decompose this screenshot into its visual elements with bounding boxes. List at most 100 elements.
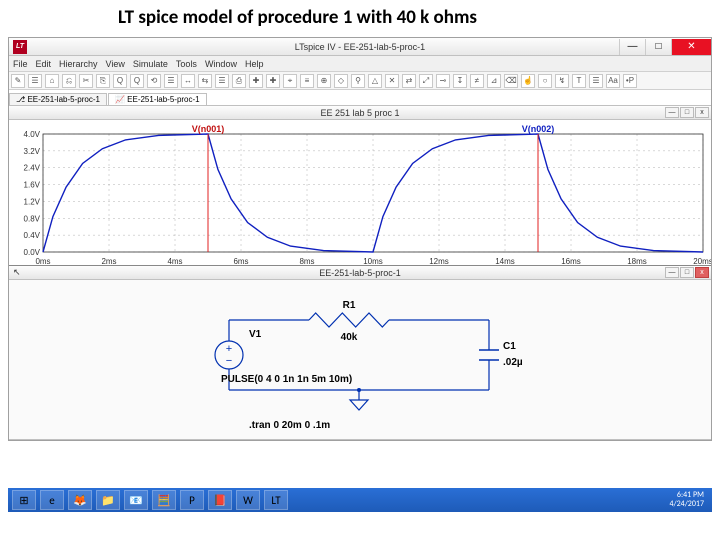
svg-text:V(n002): V(n002): [522, 124, 555, 134]
toolbar-button-19[interactable]: ◇: [334, 74, 348, 88]
svg-text:16ms: 16ms: [561, 257, 581, 266]
toolbar-button-15[interactable]: ✚: [266, 74, 280, 88]
svg-text:2ms: 2ms: [101, 257, 116, 266]
menu-tools[interactable]: Tools: [176, 59, 197, 69]
svg-text:0ms: 0ms: [35, 257, 50, 266]
menu-help[interactable]: Help: [245, 59, 264, 69]
toolbar-button-3[interactable]: ⎌: [62, 74, 76, 88]
menu-edit[interactable]: Edit: [36, 59, 52, 69]
taskbar-app-5[interactable]: 🧮: [152, 490, 176, 510]
toolbar-button-14[interactable]: ✚: [249, 74, 263, 88]
toolbar-button-12[interactable]: ☰: [215, 74, 229, 88]
svg-text:V1: V1: [249, 329, 262, 340]
toolbar-button-28[interactable]: ⊿: [487, 74, 501, 88]
menu-simulate[interactable]: Simulate: [133, 59, 168, 69]
svg-text:2.4V: 2.4V: [24, 164, 41, 173]
svg-text:−: −: [226, 355, 232, 367]
schematic-canvas: +−V1R140kC1.02µPULSE(0 4 0 1n 1n 5m 10m)…: [9, 280, 711, 440]
schematic-pane[interactable]: +−V1R140kC1.02µPULSE(0 4 0 1n 1n 5m 10m)…: [9, 280, 711, 440]
menu-hierarchy[interactable]: Hierarchy: [59, 59, 98, 69]
schematic-pane-titlebar: ↖ EE-251-lab-5-proc-1 — □ x: [9, 266, 711, 280]
ltspice-window: LT LTspice IV - EE-251-lab-5-proc-1 — □ …: [8, 37, 712, 441]
svg-text:1.6V: 1.6V: [24, 181, 41, 190]
toolbar-button-33[interactable]: T: [572, 74, 586, 88]
svg-text:4ms: 4ms: [167, 257, 182, 266]
clock-date: 4/24/2017: [669, 500, 704, 509]
taskbar-app-3[interactable]: 📁: [96, 490, 120, 510]
taskbar-clock[interactable]: 6:41 PM 4/24/2017: [669, 491, 708, 509]
toolbar-button-1[interactable]: ☰: [28, 74, 42, 88]
svg-text:14ms: 14ms: [495, 257, 515, 266]
toolbar-button-30[interactable]: ☝: [521, 74, 535, 88]
waveform-icon: 📈: [115, 95, 125, 104]
tab-schematic[interactable]: ⎇ EE-251-lab-5-proc-1: [9, 93, 107, 105]
svg-text:4.0V: 4.0V: [24, 130, 41, 139]
toolbar-button-36[interactable]: •P: [623, 74, 637, 88]
toolbar-button-27[interactable]: ≠: [470, 74, 484, 88]
svg-text:10ms: 10ms: [363, 257, 383, 266]
toolbar-button-24[interactable]: ⤢: [419, 74, 433, 88]
menu-window[interactable]: Window: [205, 59, 237, 69]
svg-text:+: +: [226, 343, 232, 355]
menubar: File Edit Hierarchy View Simulate Tools …: [9, 56, 711, 72]
waveform-plot: 0ms2ms4ms6ms8ms10ms12ms14ms16ms18ms20ms4…: [9, 120, 711, 266]
toolbar-button-0[interactable]: ✎: [11, 74, 25, 88]
slide-title: LT spice model of procedure 1 with 40 k …: [0, 0, 720, 37]
taskbar-app-4[interactable]: 📧: [124, 490, 148, 510]
svg-text:.tran 0 20m 0 .1m: .tran 0 20m 0 .1m: [249, 420, 330, 431]
toolbar-button-8[interactable]: ⟲: [147, 74, 161, 88]
toolbar-button-18[interactable]: ⊕: [317, 74, 331, 88]
window-title: LTspice IV - EE-251-lab-5-proc-1: [9, 42, 711, 52]
toolbar-button-4[interactable]: ✂: [79, 74, 93, 88]
svg-text:20ms: 20ms: [693, 257, 711, 266]
toolbar-button-20[interactable]: ⚲: [351, 74, 365, 88]
window-titlebar: LT LTspice IV - EE-251-lab-5-proc-1 — □ …: [9, 38, 711, 56]
waveform-pane[interactable]: 0ms2ms4ms6ms8ms10ms12ms14ms16ms18ms20ms4…: [9, 120, 711, 266]
toolbar-button-35[interactable]: Aa: [606, 74, 620, 88]
schematic-icon: ⎇: [16, 95, 25, 104]
toolbar-button-7[interactable]: Q: [130, 74, 144, 88]
tab-label: EE-251-lab-5-proc-1: [127, 95, 199, 104]
tab-label: EE-251-lab-5-proc-1: [27, 95, 99, 104]
toolbar-button-25[interactable]: ⊸: [436, 74, 450, 88]
taskbar-app-2[interactable]: 🦊: [68, 490, 92, 510]
svg-text:PULSE(0 4 0 1n 1n 5m 10m): PULSE(0 4 0 1n 1n 5m 10m): [221, 374, 352, 385]
toolbar-button-10[interactable]: ↔: [181, 74, 195, 88]
svg-text:12ms: 12ms: [429, 257, 449, 266]
toolbar-button-32[interactable]: ↯: [555, 74, 569, 88]
taskbar-app-7[interactable]: 📕: [208, 490, 232, 510]
taskbar-app-1[interactable]: e: [40, 490, 64, 510]
windows-taskbar: ⊞e🦊📁📧🧮P📕WLT 6:41 PM 4/24/2017: [8, 488, 712, 512]
toolbar-button-23[interactable]: ⇄: [402, 74, 416, 88]
tab-waveform[interactable]: 📈 EE-251-lab-5-proc-1: [108, 93, 207, 105]
menu-view[interactable]: View: [106, 59, 125, 69]
waveform-pane-titlebar: EE 251 lab 5 proc 1 — □ x: [9, 106, 711, 120]
toolbar-button-34[interactable]: ☰: [589, 74, 603, 88]
toolbar-button-2[interactable]: ⌂: [45, 74, 59, 88]
svg-text:.02µ: .02µ: [503, 357, 523, 368]
toolbar-button-11[interactable]: ⇆: [198, 74, 212, 88]
toolbar-button-9[interactable]: ☰: [164, 74, 178, 88]
toolbar-button-17[interactable]: ≡: [300, 74, 314, 88]
menu-file[interactable]: File: [13, 59, 28, 69]
toolbar-button-6[interactable]: Q: [113, 74, 127, 88]
toolbar-button-5[interactable]: ⎘: [96, 74, 110, 88]
svg-text:1.2V: 1.2V: [24, 197, 41, 206]
toolbar-button-26[interactable]: ↧: [453, 74, 467, 88]
toolbar: ✎☰⌂⎌✂⎘QQ⟲☰↔⇆☰⎙✚✚⌖≡⊕◇⚲△✕⇄⤢⊸↧≠⊿⌫☝○↯T☰Aa•P: [9, 72, 711, 90]
toolbar-button-29[interactable]: ⌫: [504, 74, 518, 88]
svg-text:0.0V: 0.0V: [24, 248, 41, 257]
taskbar-app-9[interactable]: LT: [264, 490, 288, 510]
toolbar-button-13[interactable]: ⎙: [232, 74, 246, 88]
toolbar-button-31[interactable]: ○: [538, 74, 552, 88]
taskbar-app-0[interactable]: ⊞: [12, 490, 36, 510]
toolbar-button-21[interactable]: △: [368, 74, 382, 88]
toolbar-button-16[interactable]: ⌖: [283, 74, 297, 88]
toolbar-button-22[interactable]: ✕: [385, 74, 399, 88]
svg-text:18ms: 18ms: [627, 257, 647, 266]
schematic-pane-title: EE-251-lab-5-proc-1: [9, 268, 711, 278]
taskbar-app-8[interactable]: W: [236, 490, 260, 510]
taskbar-app-6[interactable]: P: [180, 490, 204, 510]
svg-text:6ms: 6ms: [233, 257, 248, 266]
svg-text:0.4V: 0.4V: [24, 231, 41, 240]
